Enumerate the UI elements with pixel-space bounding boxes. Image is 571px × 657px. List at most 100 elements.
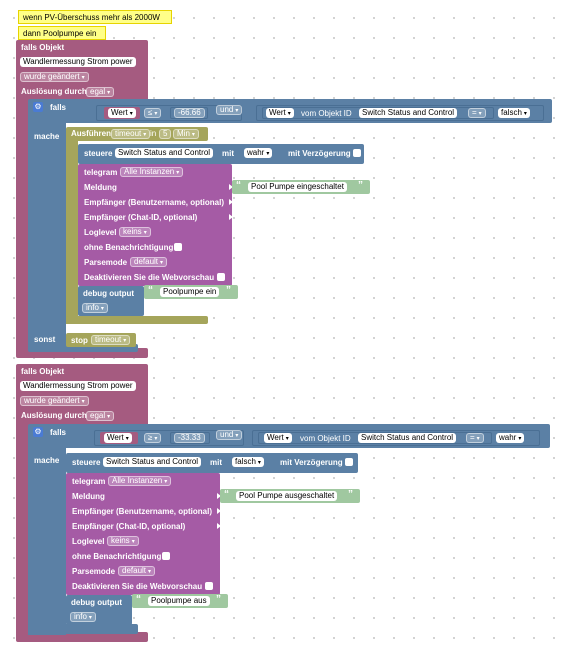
operator-dropdown[interactable]: = ▾: [468, 108, 486, 118]
parsemode-dropdown[interactable]: default ▾: [130, 257, 168, 267]
gear-icon[interactable]: ⚙: [33, 102, 43, 112]
if-footer-2: [28, 624, 138, 634]
loglevel-value: keins: [111, 536, 130, 545]
message-string-block[interactable]: “ Pool Pumpe eingeschaltet ”: [232, 180, 370, 194]
value-dropdown[interactable]: Wert ▾: [266, 108, 294, 118]
trigger-by-dropdown[interactable]: egal ▾: [86, 411, 115, 421]
value-dropdown[interactable]: Wert ▾: [264, 433, 292, 443]
control-object-field[interactable]: Switch Status and Control: [103, 457, 202, 467]
message-label: Meldung: [72, 492, 105, 501]
value-dropdown[interactable]: Wert ▾: [108, 108, 136, 118]
chevron-down-icon: ▾: [143, 132, 147, 138]
webpreview-checkbox[interactable]: [205, 582, 213, 590]
delay-checkbox[interactable]: [345, 458, 353, 466]
bool-dropdown[interactable]: wahr ▾: [496, 433, 525, 443]
comment-condition[interactable]: wenn PV-Überschuss mehr als 2000W: [18, 10, 172, 24]
gear-icon[interactable]: ⚙: [33, 427, 43, 437]
chevron-down-icon: ▾: [129, 111, 133, 117]
and-text: und: [220, 430, 234, 439]
silent-checkbox[interactable]: [174, 243, 182, 251]
instance-dropdown[interactable]: Alle Instanzen ▾: [108, 476, 172, 486]
debug-string-block[interactable]: “ Poolpumpe ein ”: [144, 285, 238, 299]
object-id-field[interactable]: Switch Status and Control: [358, 433, 457, 443]
chevron-down-icon: ▾: [266, 151, 270, 157]
debug-text[interactable]: Poolpumpe aus: [148, 596, 210, 606]
webpreview-checkbox[interactable]: [217, 273, 225, 281]
number-block-2[interactable]: [170, 432, 210, 444]
control-object-field[interactable]: Switch Status and Control: [115, 148, 214, 158]
number-field[interactable]: -33.33: [174, 433, 205, 443]
operator-value: =: [472, 108, 477, 117]
change-dropdown[interactable]: wurde geändert ▾: [20, 396, 89, 406]
silent-checkbox[interactable]: [162, 552, 170, 560]
object-id-field[interactable]: Switch Status and Control: [359, 108, 458, 118]
parsemode-label: Parsemode: [84, 258, 128, 267]
change-dropdown[interactable]: wurde geändert ▾: [20, 72, 89, 82]
message-string-block[interactable]: “ Pool Pumpe ausgeschaltet ”: [220, 489, 360, 503]
and-operator[interactable]: und ▾: [216, 105, 243, 115]
object-name: Wandlermessung Strom power: [23, 381, 133, 390]
else-label: sonst: [34, 335, 56, 344]
debug-block-1[interactable]: [78, 286, 144, 316]
object-selector[interactable]: Wandlermessung Strom power: [20, 381, 136, 391]
recipient-label: Empfänger (Benutzername, optional): [72, 507, 213, 516]
parsemode-dropdown[interactable]: default ▾: [118, 566, 156, 576]
exec-number-value: 5: [163, 129, 168, 138]
control-with-label: mit: [222, 149, 234, 158]
trigger-by-dropdown[interactable]: egal ▾: [86, 87, 115, 97]
control-value: wahr: [247, 148, 265, 157]
stop-block[interactable]: [66, 333, 136, 347]
number-block-1[interactable]: [170, 107, 208, 119]
silent-label: ohne Benachrichtigung: [72, 552, 162, 561]
instance-value: Alle Instanzen: [124, 167, 175, 176]
debug-level-dropdown[interactable]: info ▾: [82, 303, 108, 313]
exec-in-label: in: [150, 129, 157, 138]
operator-dropdown[interactable]: = ▾: [466, 433, 484, 443]
trigger-header-label: falls Objekt: [21, 367, 65, 376]
exec-timeout-block[interactable]: [66, 127, 208, 141]
exec-number[interactable]: 5: [159, 129, 172, 139]
telegram-block-1[interactable]: [78, 164, 232, 286]
stop-timeout-dropdown[interactable]: timeout ▾: [91, 335, 131, 345]
unit-dropdown[interactable]: Min ▾: [173, 129, 199, 139]
and-operator[interactable]: und ▾: [216, 430, 243, 440]
delay-checkbox[interactable]: [353, 149, 361, 157]
control-value-dropdown[interactable]: falsch ▾: [232, 457, 264, 467]
telegram-label: telegram: [72, 477, 106, 486]
object-selector[interactable]: Wandlermessung Strom power: [20, 57, 136, 67]
quote-close-icon: ”: [216, 594, 221, 605]
debug-level-dropdown[interactable]: info ▾: [70, 612, 96, 622]
instance-dropdown[interactable]: Alle Instanzen ▾: [120, 167, 184, 177]
trigger-header-1[interactable]: [16, 40, 148, 102]
number-value: -33.33: [178, 433, 201, 442]
object-id-value: Switch Status and Control: [362, 108, 455, 117]
chevron-down-icon: ▾: [523, 111, 527, 117]
recipient-label: Empfänger (Benutzername, optional): [84, 198, 225, 207]
webpreview-label: Deaktivieren Sie die Webvorschau: [84, 273, 215, 282]
operator-dropdown[interactable]: ≤ ▾: [144, 108, 162, 118]
message-text[interactable]: Pool Pumpe ausgeschaltet: [236, 491, 338, 501]
loglevel-dropdown[interactable]: keins ▾: [119, 227, 151, 237]
comment-action-on[interactable]: dann Poolpumpe ein: [18, 26, 106, 40]
bool-dropdown[interactable]: falsch ▾: [498, 108, 530, 118]
debug-string-block[interactable]: “ Poolpumpe aus ”: [132, 594, 228, 608]
loglevel-dropdown[interactable]: keins ▾: [107, 536, 139, 546]
timeout-dropdown[interactable]: timeout ▾: [111, 129, 151, 139]
chevron-down-icon: ▾: [125, 436, 129, 442]
webpreview-label: Deaktivieren Sie die Webvorschau: [72, 582, 203, 591]
number-field[interactable]: -66.66: [174, 108, 205, 118]
chevron-down-icon: ▾: [148, 569, 152, 575]
value-dropdown[interactable]: Wert ▾: [104, 433, 132, 443]
debug-text[interactable]: Poolpumpe ein: [160, 287, 220, 297]
input-arrow-icon: [217, 493, 221, 499]
operator-dropdown[interactable]: ≥ ▾: [144, 433, 162, 443]
number-value: -66.66: [178, 108, 201, 117]
chevron-down-icon: ▾: [100, 306, 104, 312]
control-value-dropdown[interactable]: wahr ▾: [244, 148, 273, 158]
chevron-down-icon: ▾: [107, 90, 111, 96]
telegram-block-2[interactable]: [66, 473, 220, 595]
trigger-header-2[interactable]: [16, 364, 148, 426]
debug-block-2[interactable]: [66, 595, 132, 625]
message-text[interactable]: Pool Pumpe eingeschaltet: [248, 182, 347, 192]
parsemode-label: Parsemode: [72, 567, 116, 576]
